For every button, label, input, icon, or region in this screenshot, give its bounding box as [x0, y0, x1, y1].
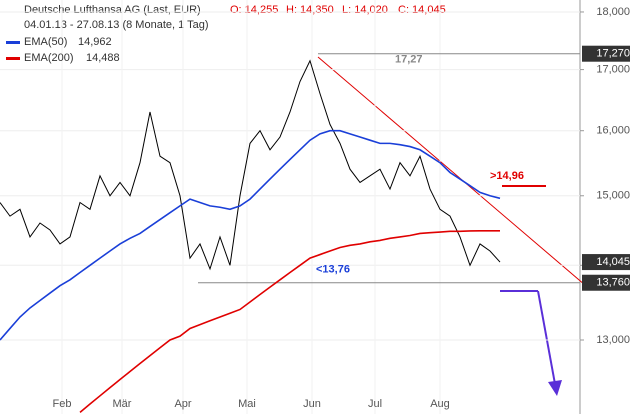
level-label: 13,760 [596, 277, 630, 289]
x-tick-label: Apr [174, 398, 191, 410]
level-note: 17,27 [395, 54, 423, 66]
y-tick-label: 13,000 [596, 334, 630, 346]
x-tick-label: Mai [238, 398, 256, 410]
legend-value: 14,962 [78, 36, 112, 48]
level-note: <13,76 [316, 264, 350, 276]
x-tick-label: Feb [53, 398, 72, 410]
y-tick-label: 17,000 [596, 63, 630, 75]
series-line [0, 59, 501, 271]
level-box [582, 274, 630, 291]
y-tick-label: 16,000 [596, 125, 630, 137]
ohlc-label: H: 14,350 [286, 4, 334, 16]
x-tick-label: Jul [368, 398, 382, 410]
legend-value: 14,488 [86, 52, 120, 64]
x-tick-label: Mär [113, 398, 132, 410]
legend-swatch [6, 57, 20, 60]
annotation: >14,96 [490, 170, 524, 182]
level-box [582, 254, 630, 271]
level-box [582, 45, 630, 62]
chart-title: Deutsche Lufthansa AG (Last, EUR) [24, 4, 201, 16]
legend-swatch [6, 41, 20, 44]
x-tick-label: Aug [430, 398, 450, 410]
arrow [537, 290, 556, 385]
ohlc-label: O: 14,255 [230, 4, 278, 16]
x-tick-label: Jun [303, 398, 321, 410]
series-line [79, 229, 500, 413]
level-label: 17,270 [596, 48, 630, 60]
series-line [0, 129, 501, 341]
y-tick-label: 18,000 [596, 6, 630, 18]
arrow-head [548, 380, 562, 396]
subtitle: 04.01.13 - 27.08.13 (8 Monate, 1 Tag) [24, 19, 208, 31]
ohlc-label: C: 14,045 [398, 4, 446, 16]
level-label: 14,045 [596, 256, 630, 268]
trend-line [317, 56, 586, 286]
ohlc-label: L: 14,020 [342, 4, 388, 16]
legend-name: EMA(50) [24, 36, 67, 48]
y-tick-label: 15,000 [596, 190, 630, 202]
legend-name: EMA(200) [24, 52, 74, 64]
